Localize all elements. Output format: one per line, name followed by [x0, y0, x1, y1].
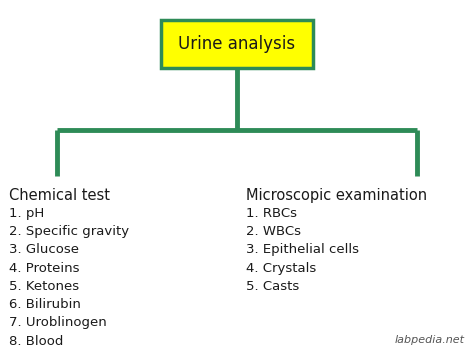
Text: 6. Bilirubin: 6. Bilirubin	[9, 298, 82, 311]
Text: 1. RBCs: 1. RBCs	[246, 207, 298, 220]
Text: 4. Proteins: 4. Proteins	[9, 262, 80, 275]
Text: 1. pH: 1. pH	[9, 207, 45, 220]
Text: labpedia.net: labpedia.net	[394, 335, 465, 345]
Text: Chemical test: Chemical test	[9, 188, 110, 203]
Text: 2. Specific gravity: 2. Specific gravity	[9, 225, 129, 238]
Text: Microscopic examination: Microscopic examination	[246, 188, 428, 203]
Text: 3. Glucose: 3. Glucose	[9, 243, 80, 256]
Text: Urine analysis: Urine analysis	[178, 35, 296, 53]
Text: 5. Casts: 5. Casts	[246, 280, 300, 293]
Text: 2. WBCs: 2. WBCs	[246, 225, 301, 238]
Text: 8. Blood: 8. Blood	[9, 335, 64, 348]
Text: 5. Ketones: 5. Ketones	[9, 280, 80, 293]
Text: 3. Epithelial cells: 3. Epithelial cells	[246, 243, 359, 256]
Text: 4. Crystals: 4. Crystals	[246, 262, 317, 275]
FancyBboxPatch shape	[161, 20, 313, 68]
Text: 7. Uroblinogen: 7. Uroblinogen	[9, 316, 107, 329]
